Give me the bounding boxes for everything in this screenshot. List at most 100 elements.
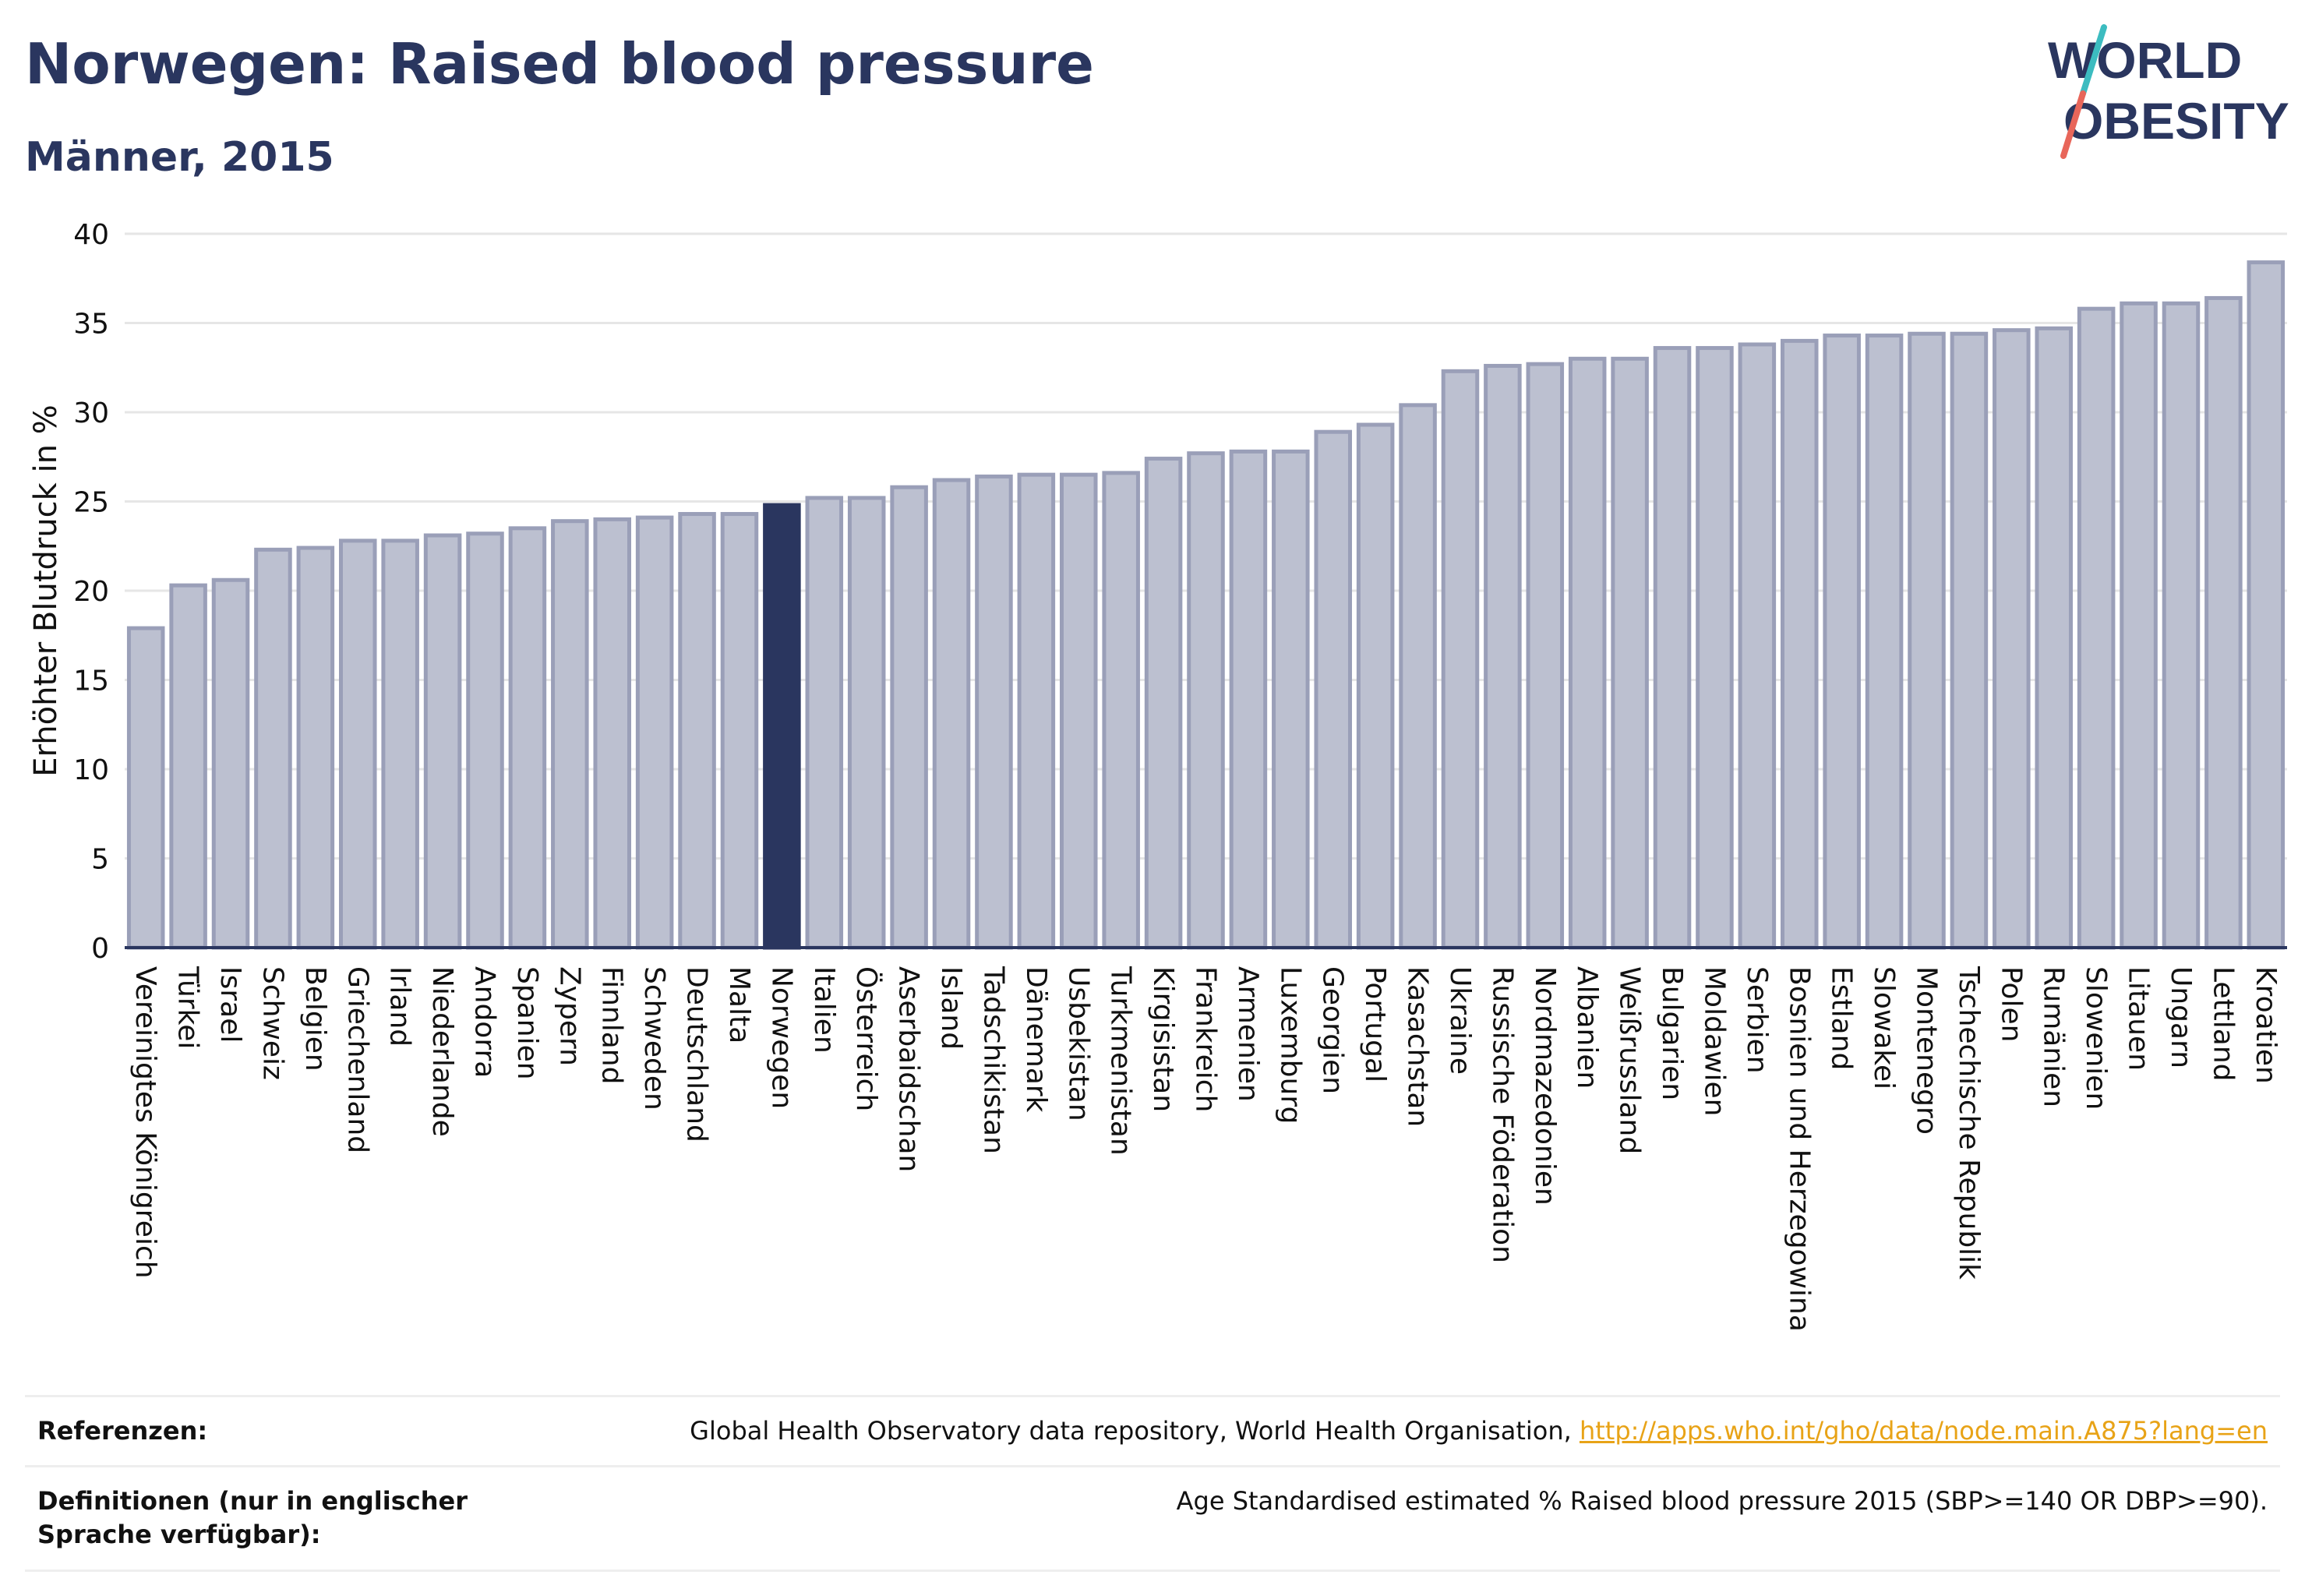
bar [805, 496, 844, 950]
definitions-value: Age Standardised estimated % Raised bloo… [1176, 1486, 2268, 1517]
y-tick-label: 25 [73, 487, 109, 519]
x-tick-label: Türkei [172, 966, 204, 1049]
definitions-label: Definitionen (nur in englischer Sprache … [37, 1486, 468, 1550]
bar [2120, 301, 2158, 950]
page-subtitle: Männer, 2015 [25, 134, 334, 181]
x-tick-label: Armenien [1232, 966, 1264, 1102]
bar [2162, 301, 2201, 950]
page-title: Norwegen: Raised blood pressure [25, 31, 1095, 97]
logo-line1: WORLD [2048, 31, 2242, 89]
x-tick-label: Bosnien und Herzegowina [1783, 966, 1815, 1332]
bar [1526, 362, 1565, 950]
bar [1696, 346, 1734, 950]
bar [890, 485, 928, 950]
x-tick-label: Rumänien [2038, 966, 2070, 1107]
bar [1738, 342, 1777, 950]
y-axis-ticks: 0 5 10 15 20 25 30 35 40 [73, 219, 109, 965]
x-tick-label: Montenegro [1911, 966, 1943, 1135]
bar [551, 519, 589, 950]
bar [1484, 363, 1522, 950]
x-tick-label: Niederlande [426, 966, 458, 1137]
bar [2077, 306, 2116, 950]
x-tick-label: Usbekistan [1062, 966, 1094, 1121]
world-obesity-logo: WORLD OBESITY [2048, 24, 2289, 159]
logo-slash-coral [2060, 90, 2086, 159]
x-tick-label: Spanien [511, 966, 543, 1080]
x-tick-label: Frankreich [1190, 966, 1222, 1112]
bar-chart: 0 5 10 15 20 25 30 35 40 Vereinigtes Königreich T… [28, 219, 2287, 1332]
references-text: Global Health Observatory data repositor… [690, 1416, 1580, 1446]
bar [1993, 328, 2031, 950]
bar [1823, 334, 1861, 950]
bar [254, 547, 292, 950]
y-tick-label: 20 [73, 576, 109, 608]
references-label: Referenzen: [37, 1416, 208, 1446]
x-tick-label: Kroatien [2250, 966, 2282, 1084]
bar [423, 533, 462, 950]
x-tick-label: Kirgisistan [1147, 966, 1179, 1112]
bar [1950, 331, 1989, 950]
x-tick-label: Polen [1995, 966, 2027, 1042]
y-tick-label: 35 [73, 309, 109, 341]
bar [678, 512, 716, 950]
x-tick-label: Irland [384, 966, 416, 1047]
x-tick-label: Moldawien [1698, 966, 1730, 1116]
bar [1865, 334, 1904, 950]
x-tick-label: Malta [723, 966, 755, 1043]
y-tick-label: 30 [73, 397, 109, 429]
x-tick-label: Lettland [2207, 966, 2239, 1082]
x-tick-label: Litauen [2123, 966, 2155, 1071]
bar [932, 478, 971, 950]
bar [635, 515, 674, 950]
y-axis-label: Erhöhter Blutdruck in % [28, 404, 64, 776]
bar [2247, 260, 2286, 950]
references-row: Referenzen: Global Health Observatory da… [25, 1395, 2280, 1465]
logo-line2: OBESITY [2063, 92, 2289, 150]
bar [1144, 457, 1183, 950]
x-tick-label: Deutschland [681, 966, 713, 1142]
x-tick-label: Turkmenistan [1105, 966, 1137, 1156]
x-tick-label: Weißrussland [1614, 966, 1646, 1154]
x-tick-label: Schweiz [256, 966, 288, 1080]
bar [1653, 346, 1692, 950]
bar [1356, 422, 1395, 950]
x-tick-label: Tadschikistan [977, 966, 1009, 1154]
x-tick-label: Serbien [1741, 966, 1773, 1074]
bar [211, 577, 250, 950]
bar [1781, 338, 1819, 950]
x-tick-label: Andorra [469, 966, 501, 1078]
y-tick-label: 10 [73, 754, 109, 786]
x-tick-label: Ukraine [1444, 966, 1476, 1075]
y-tick-label: 0 [91, 933, 109, 965]
x-tick-label: Finnland [596, 966, 628, 1084]
x-tick-label: Zypern [553, 966, 585, 1066]
definitions-row: Definitionen (nur in englischer Sprache … [25, 1465, 2280, 1572]
x-axis-ticks: Vereinigtes Königreich Türkei Israel Schwei… [129, 966, 2282, 1332]
x-tick-label: Slowenien [2080, 966, 2112, 1110]
x-tick-label: Bulgarien [1656, 966, 1688, 1100]
bar [508, 526, 547, 950]
references-value: Global Health Observatory data repositor… [690, 1414, 2268, 1448]
bar [1908, 331, 1946, 950]
x-tick-label: Schweden [638, 966, 670, 1110]
x-tick-label: Dänemark [1020, 966, 1052, 1113]
bar [1229, 449, 1268, 950]
x-tick-label: Vereinigtes Königreich [129, 966, 161, 1279]
bar [720, 512, 759, 950]
bar [1187, 451, 1225, 950]
x-tick-label: Griechenland [341, 966, 373, 1153]
bar [1060, 472, 1098, 950]
x-tick-label: Norwegen [765, 966, 797, 1109]
footer-table: Referenzen: Global Health Observatory da… [25, 1395, 2280, 1572]
x-tick-label: Luxemburg [1274, 966, 1306, 1124]
bar [975, 474, 1013, 950]
logo-slash-teal [2080, 24, 2107, 97]
x-tick-label: Tschechische Republik [1953, 966, 1985, 1280]
y-tick-label: 5 [91, 844, 109, 876]
bar [1272, 449, 1310, 950]
references-link[interactable]: http://apps.who.int/gho/data/node.main.A… [1579, 1416, 2268, 1446]
bar [1568, 356, 1607, 950]
x-tick-label: Albanien [1571, 966, 1603, 1089]
bar [169, 583, 207, 950]
x-tick-label: Georgien [1317, 966, 1349, 1094]
